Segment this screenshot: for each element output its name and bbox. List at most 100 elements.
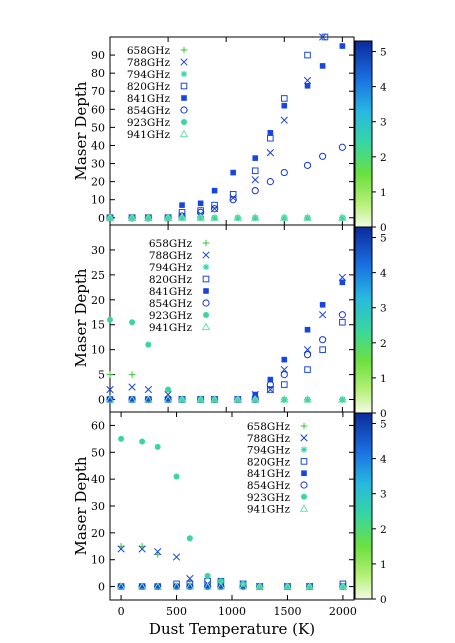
plot-frame-2: [109, 224, 355, 413]
y-tick-label: 20: [91, 527, 105, 540]
legend-marker: [180, 106, 188, 114]
x-tick-label: 500: [166, 605, 187, 618]
marker-788GHz: [106, 385, 114, 394]
marker-841GHz: [304, 326, 311, 333]
legend-marker: [180, 70, 188, 78]
legend-label: 788GHz: [149, 250, 193, 262]
marker-941GHz: [210, 395, 219, 403]
marker-941GHz: [105, 395, 115, 403]
legend-label: 841GHz: [247, 468, 291, 480]
marker-820GHz: [267, 134, 274, 142]
legend-label: 820GHz: [127, 81, 171, 93]
colorbar-tick-label: 4: [380, 82, 387, 94]
marker-941GHz: [305, 582, 314, 590]
x-axis-label: Dust Temperature (K): [149, 620, 315, 638]
marker-941GHz: [144, 213, 153, 221]
colorbar-3-ticks: 0 1 2 3 4 5: [372, 419, 387, 606]
colorbar-tick-label: 0: [380, 594, 387, 606]
marker-841GHz: [204, 583, 211, 590]
legend-label: 941GHz: [127, 129, 171, 141]
colorbar-tick-label: 5: [380, 47, 387, 59]
marker-923GHz: [204, 572, 211, 579]
marker-854GHz: [338, 143, 346, 151]
legend-marker: [300, 446, 308, 453]
marker-941GHz: [163, 395, 173, 403]
legend-marker: [300, 458, 308, 465]
legend-marker: [180, 58, 188, 66]
marker-941GHz: [250, 213, 260, 221]
marker-841GHz: [107, 396, 113, 403]
marker-854GHz: [338, 311, 346, 319]
y-tick-label: 10: [91, 194, 105, 207]
marker-941GHz: [127, 395, 137, 403]
colorbar-tick-label: 3: [380, 303, 387, 315]
y-tick-label: 80: [91, 67, 105, 80]
legend-label: 854GHz: [127, 105, 171, 117]
marker-841GHz: [179, 202, 185, 208]
marker-841GHz: [139, 583, 145, 590]
marker-841GHz: [165, 396, 171, 403]
y-tick-label: 70: [91, 85, 105, 98]
y-tick-label: 30: [91, 500, 105, 513]
marker-788GHz: [172, 553, 181, 561]
marker-854GHz: [319, 336, 327, 344]
colorbar-3-gradient: [354, 412, 373, 600]
legend-marker: [203, 312, 209, 318]
marker-941GHz: [177, 213, 187, 221]
marker-788GHz: [303, 76, 312, 85]
marker-841GHz: [230, 169, 236, 176]
y-tick-label: 0: [98, 212, 105, 225]
marker-941GHz: [153, 582, 162, 590]
marker-788GHz: [117, 545, 125, 553]
marker-854GHz: [266, 380, 274, 389]
marker-854GHz: [319, 152, 327, 160]
colorbar-tick-label: 2: [380, 338, 387, 350]
y-tick-label: 10: [91, 344, 105, 357]
colorbar-tick-label: 2: [380, 524, 387, 536]
marker-820GHz: [304, 366, 311, 373]
legend-label: 794GHz: [247, 445, 291, 457]
marker-941GHz: [283, 582, 292, 590]
plot-frame-3: [109, 411, 355, 601]
marker-854GHz: [251, 187, 259, 195]
colorbar-2-gradient: [354, 226, 373, 414]
legend-label: 820GHz: [149, 274, 193, 286]
marker-941GHz: [250, 395, 260, 403]
legend-label: 923GHz: [127, 117, 171, 129]
marker-841GHz: [173, 583, 180, 590]
legend-label: 923GHz: [149, 310, 193, 322]
y-tick-label: 25: [91, 269, 105, 282]
panel-1: 0 10 20 30 40 50 60 70 80 90 658GHz788GHz794GHz82…: [72, 33, 355, 226]
marker-841GHz: [267, 376, 274, 383]
colorbar-1-gradient: [354, 40, 373, 228]
legend-label: 794GHz: [149, 262, 193, 274]
marker-788GHz: [128, 383, 136, 391]
legend-label: 841GHz: [127, 93, 171, 105]
marker-841GHz: [252, 155, 259, 161]
colorbar-tick-label: 1: [380, 373, 387, 385]
marker-941GHz: [144, 395, 153, 403]
colorbar-2-ticks: 0 1 2 3 4 5: [372, 233, 387, 420]
colorbar-2: 0 1 2 3 4 5: [354, 226, 387, 420]
legend-marker: [202, 299, 210, 307]
legend-label: 841GHz: [149, 286, 193, 298]
marker-941GHz: [338, 213, 347, 221]
y-tick-label: 15: [91, 319, 105, 332]
marker-788GHz: [266, 149, 274, 157]
marker-788GHz: [144, 385, 152, 394]
marker-941GHz: [216, 582, 226, 590]
legend-label: 794GHz: [127, 69, 171, 81]
y-tick-label: 60: [91, 419, 105, 432]
x-tick-label: 2000: [329, 605, 357, 618]
colorbar-3: 0 1 2 3 4 5: [354, 412, 387, 606]
marker-820GHz: [321, 33, 329, 41]
legend-2: 658GHz788GHz794GHz820GHz841GHz854GHz923G…: [149, 238, 211, 334]
marker-923GHz: [154, 443, 161, 450]
marker-841GHz: [145, 396, 152, 403]
marker-941GHz: [177, 395, 187, 403]
colorbar-tick-label: 0: [380, 222, 387, 234]
y-tick-label: 20: [91, 294, 105, 307]
marker-841GHz: [252, 391, 259, 398]
marker-854GHz: [280, 371, 288, 379]
marker-820GHz: [319, 346, 326, 353]
